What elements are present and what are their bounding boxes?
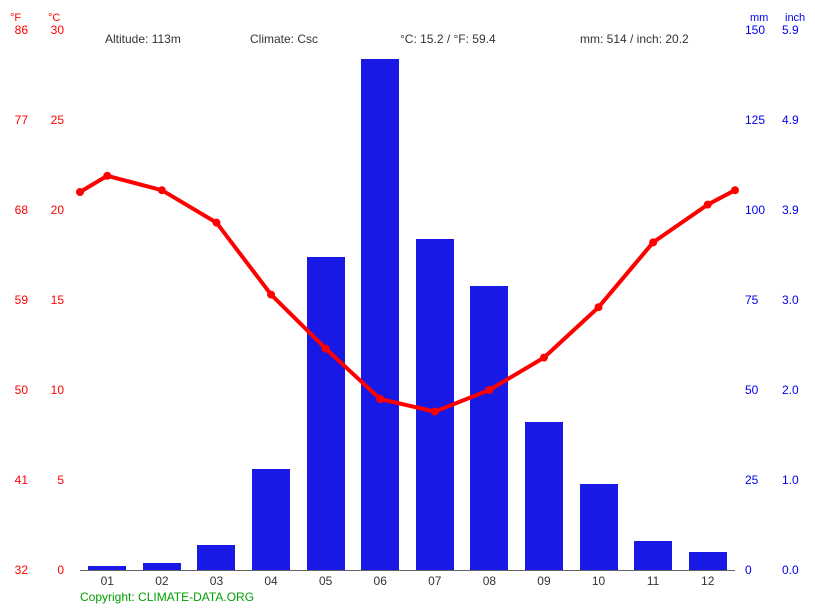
x-tick: 08 bbox=[469, 574, 509, 588]
y-c-tick: 0 bbox=[36, 563, 64, 577]
precip-bar bbox=[580, 484, 618, 570]
x-tick: 12 bbox=[688, 574, 728, 588]
precip-bar bbox=[525, 422, 563, 570]
y-mm-tick: 50 bbox=[745, 383, 775, 397]
climate-chart: °F °C mm inch Altitude: 113m Climate: Cs… bbox=[0, 0, 815, 611]
y-c-tick: 15 bbox=[36, 293, 64, 307]
plot-area bbox=[80, 30, 735, 571]
precip-bar bbox=[689, 552, 727, 570]
y-inch-tick: 4.9 bbox=[782, 113, 810, 127]
y-f-tick: 68 bbox=[0, 203, 28, 217]
y-c-tick: 30 bbox=[36, 23, 64, 37]
y-inch-tick: 0.0 bbox=[782, 563, 810, 577]
x-tick: 03 bbox=[196, 574, 236, 588]
x-tick: 06 bbox=[360, 574, 400, 588]
x-tick: 07 bbox=[415, 574, 455, 588]
precip-bar bbox=[143, 563, 181, 570]
x-tick: 01 bbox=[87, 574, 127, 588]
y-inch-tick: 3.0 bbox=[782, 293, 810, 307]
y-c-tick: 20 bbox=[36, 203, 64, 217]
precip-bar bbox=[252, 469, 290, 570]
x-tick: 10 bbox=[579, 574, 619, 588]
y-mm-tick: 150 bbox=[745, 23, 775, 37]
x-tick: 11 bbox=[633, 574, 673, 588]
y-mm-tick: 0 bbox=[745, 563, 775, 577]
precip-bar bbox=[470, 286, 508, 570]
y-mm-tick: 25 bbox=[745, 473, 775, 487]
y-mm-tick: 100 bbox=[745, 203, 775, 217]
y-f-tick: 59 bbox=[0, 293, 28, 307]
y-inch-tick: 1.0 bbox=[782, 473, 810, 487]
precip-bar bbox=[634, 541, 672, 570]
copyright: Copyright: CLIMATE-DATA.ORG bbox=[80, 590, 254, 604]
x-tick: 05 bbox=[306, 574, 346, 588]
y-inch-tick: 3.9 bbox=[782, 203, 810, 217]
y-c-tick: 10 bbox=[36, 383, 64, 397]
y-mm-tick: 75 bbox=[745, 293, 775, 307]
x-tick: 04 bbox=[251, 574, 291, 588]
y-f-tick: 77 bbox=[0, 113, 28, 127]
y-f-tick: 41 bbox=[0, 473, 28, 487]
y-inch-tick: 2.0 bbox=[782, 383, 810, 397]
precip-bar bbox=[416, 239, 454, 570]
y-f-tick: 32 bbox=[0, 563, 28, 577]
y-mm-tick: 125 bbox=[745, 113, 775, 127]
y-c-tick: 25 bbox=[36, 113, 64, 127]
y-inch-tick: 5.9 bbox=[782, 23, 810, 37]
y-f-tick: 50 bbox=[0, 383, 28, 397]
x-tick: 09 bbox=[524, 574, 564, 588]
precip-bar bbox=[88, 566, 126, 570]
precip-bar bbox=[307, 257, 345, 570]
x-tick: 02 bbox=[142, 574, 182, 588]
precip-bar bbox=[361, 59, 399, 570]
y-f-tick: 86 bbox=[0, 23, 28, 37]
y-c-tick: 5 bbox=[36, 473, 64, 487]
precip-bar bbox=[197, 545, 235, 570]
